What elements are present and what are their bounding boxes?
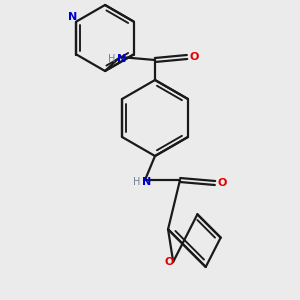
Text: N: N <box>68 13 77 22</box>
Text: H: H <box>108 54 116 64</box>
Text: O: O <box>164 257 174 267</box>
Text: N: N <box>142 177 152 187</box>
Text: H: H <box>133 177 141 187</box>
Text: O: O <box>189 52 199 62</box>
Text: O: O <box>217 178 227 188</box>
Text: N: N <box>117 54 127 64</box>
